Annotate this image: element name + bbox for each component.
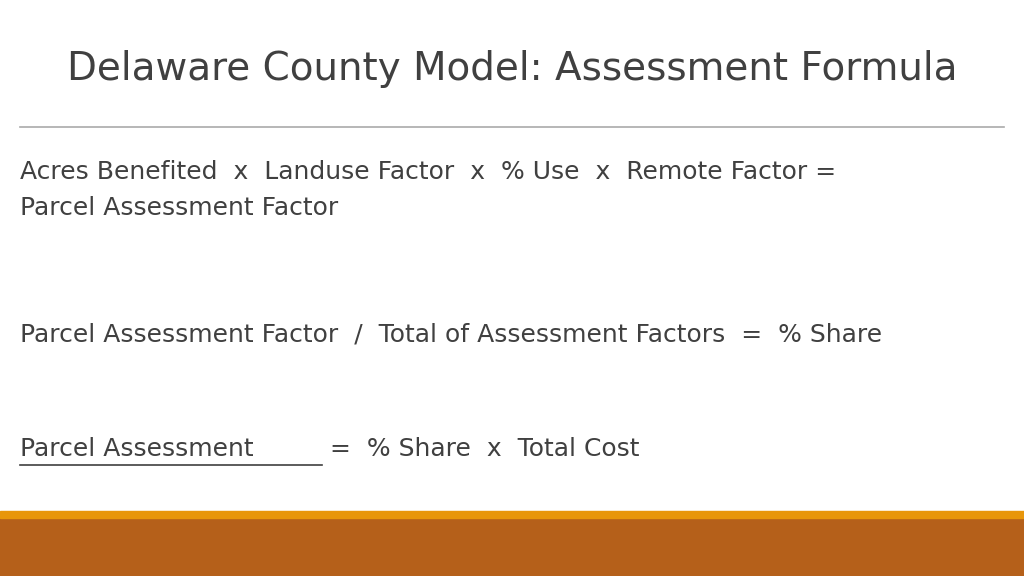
Text: =  % Share  x  Total Cost: = % Share x Total Cost [322,437,639,461]
Bar [0,518,1024,576]
Text: Parcel Assessment Factor  /  Total of Assessment Factors  =  % Share: Parcel Assessment Factor / Total of Asse… [20,322,883,346]
Text: Delaware County Model: Assessment Formula: Delaware County Model: Assessment Formul… [67,50,957,88]
Bar [0,511,1024,518]
Text: Acres Benefited  x  Landuse Factor  x  % Use  x  Remote Factor =
Parcel Assessme: Acres Benefited x Landuse Factor x % Use… [20,160,837,220]
Text: Parcel Assessment: Parcel Assessment [20,437,254,461]
